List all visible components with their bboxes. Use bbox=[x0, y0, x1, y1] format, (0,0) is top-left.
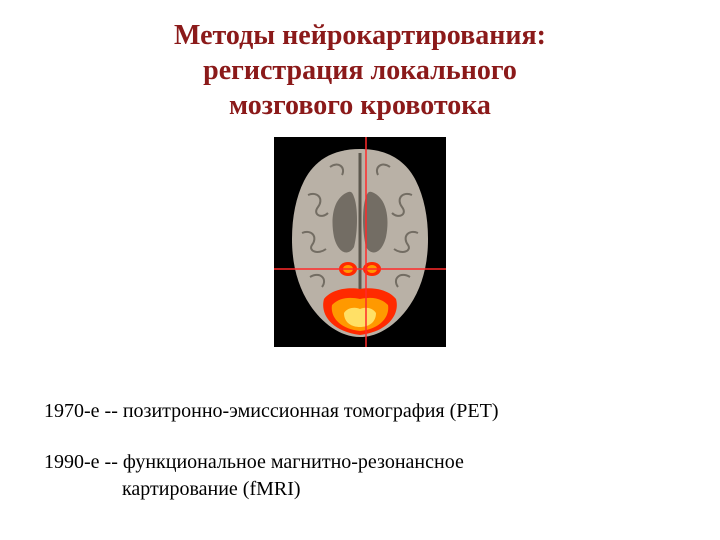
slide: Методы нейрокартирования: регистрация ло… bbox=[0, 0, 720, 540]
body-line-pet: 1970-е -- позитронно-эмиссионная томогра… bbox=[44, 398, 676, 425]
figure-container bbox=[0, 137, 720, 347]
body-line-fmri-2: картирование (fMRI) bbox=[44, 476, 676, 503]
title-line-3: мозгового кровотока bbox=[0, 88, 720, 123]
brain-scan-svg bbox=[274, 137, 446, 347]
slide-title: Методы нейрокартирования: регистрация ло… bbox=[0, 0, 720, 123]
body-text-block: 1970-е -- позитронно-эмиссионная томогра… bbox=[44, 398, 676, 503]
brain-scan-figure bbox=[274, 137, 446, 347]
title-line-2: регистрация локального bbox=[0, 53, 720, 88]
body-line-fmri-1: 1990-е -- функциональное магнитно-резона… bbox=[44, 449, 676, 476]
title-line-1: Методы нейрокартирования: bbox=[0, 18, 720, 53]
